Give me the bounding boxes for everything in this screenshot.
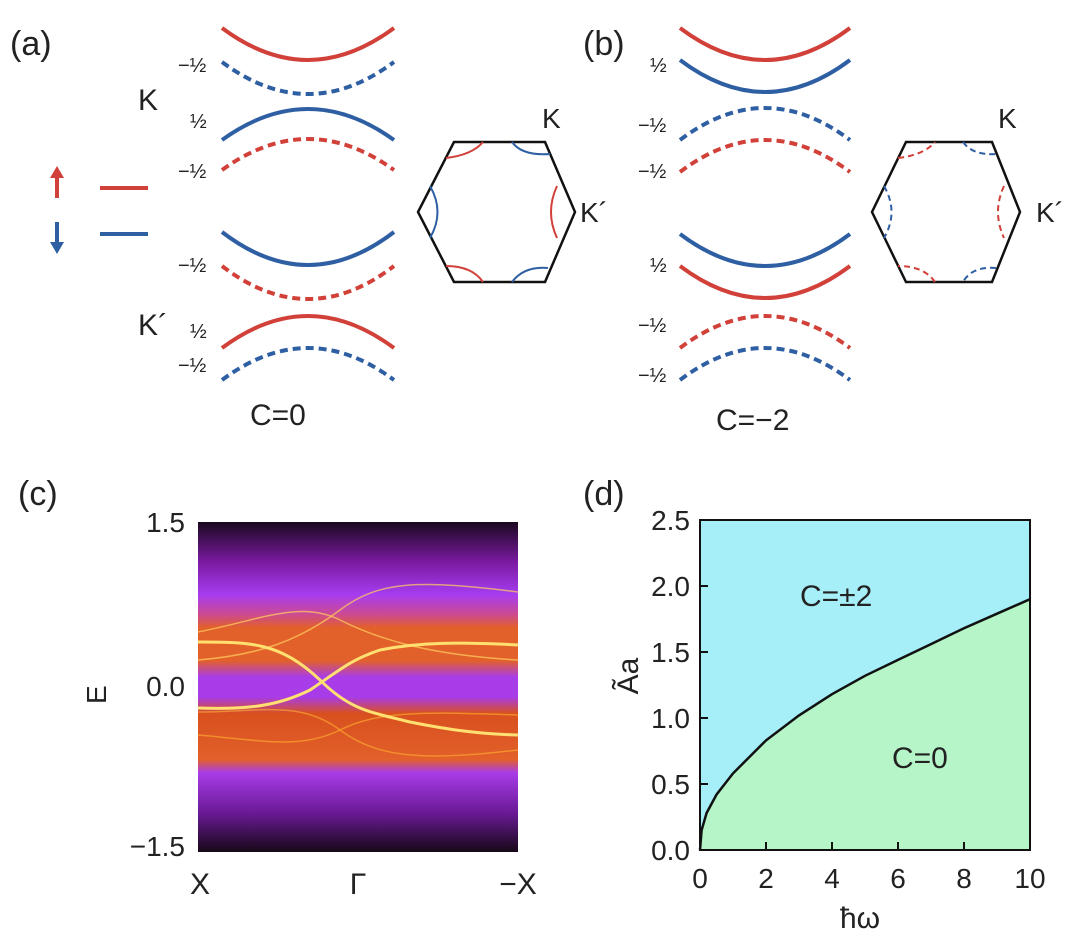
arrow-up-icon bbox=[50, 166, 64, 198]
x-tick-label: 0 bbox=[692, 863, 708, 894]
spin-label: −½ bbox=[178, 355, 207, 377]
band-curve bbox=[220, 230, 396, 267]
band-curve bbox=[678, 346, 852, 382]
c-ytick: 1.5 bbox=[146, 507, 185, 538]
panel-d: (d) 0 2 4 6 8 10 0.0 0.5 1.0 1.5 2.0 2.5 C=±2 C=0 ħ… bbox=[583, 475, 1046, 935]
chern-number-a: C=0 bbox=[250, 399, 306, 432]
band-curve bbox=[678, 106, 852, 142]
c-xtick: −X bbox=[499, 868, 537, 901]
x-tick-label: 6 bbox=[890, 863, 906, 894]
c-ylabel: E bbox=[81, 685, 112, 704]
region-label-upper: C=±2 bbox=[800, 580, 872, 613]
bz-kp-label: K´ bbox=[1036, 197, 1064, 228]
y-tick-label: 2.5 bbox=[651, 505, 690, 536]
bz-kp-label: K´ bbox=[580, 197, 608, 228]
bz-k-label: K bbox=[998, 103, 1017, 134]
panel-d-label: (d) bbox=[583, 475, 625, 513]
panel-c-label: (c) bbox=[18, 475, 58, 513]
band-curve bbox=[220, 60, 396, 96]
d-ylabel: Ãa bbox=[611, 657, 645, 694]
x-tick-label: 2 bbox=[758, 863, 774, 894]
band-curve bbox=[678, 58, 852, 94]
bz-k-label: K bbox=[542, 103, 561, 134]
band-curve bbox=[197, 610, 519, 661]
spin-label: −½ bbox=[638, 161, 667, 183]
brillouin-zone-b bbox=[870, 140, 1022, 284]
spin-label: −½ bbox=[638, 315, 667, 337]
panel-a-label: (a) bbox=[10, 25, 52, 63]
spin-label: ½ bbox=[190, 111, 207, 133]
y-tick-label: 0.0 bbox=[651, 835, 690, 866]
region-label-lower: C=0 bbox=[892, 742, 948, 775]
valley-k-label: K bbox=[138, 84, 158, 117]
y-tick-label: 0.5 bbox=[651, 769, 690, 800]
panel-b-label: (b) bbox=[583, 25, 625, 63]
band-curve bbox=[678, 138, 852, 174]
band-curve bbox=[678, 232, 852, 268]
valley-kp-label: K´ bbox=[138, 309, 168, 342]
y-tick-label: 1.5 bbox=[651, 637, 690, 668]
region-lower-fill bbox=[700, 599, 1030, 850]
panel-b: (b) ½ −½ −½ ½ −½ −½ C=−2 K K´ bbox=[583, 25, 1064, 437]
spin-label: ½ bbox=[650, 55, 667, 77]
band-curve bbox=[220, 107, 396, 142]
spin-label: −½ bbox=[178, 255, 207, 277]
band-curve bbox=[220, 264, 396, 301]
band-curve bbox=[678, 264, 852, 300]
band-curve bbox=[220, 314, 396, 350]
c-xtick: Γ bbox=[350, 868, 367, 901]
spin-label: ½ bbox=[650, 255, 667, 277]
spectral-map bbox=[198, 522, 518, 852]
edge-state-curve bbox=[197, 641, 519, 710]
edge-state-curve bbox=[197, 640, 519, 737]
band-curve bbox=[220, 26, 396, 62]
c-xtick: X bbox=[190, 868, 210, 901]
band-curve bbox=[220, 137, 396, 172]
band-curve bbox=[197, 712, 519, 743]
spin-label: ½ bbox=[190, 321, 207, 343]
y-tick-label: 2.0 bbox=[651, 571, 690, 602]
x-tick-label: 4 bbox=[824, 863, 840, 894]
spin-label: −½ bbox=[638, 115, 667, 137]
chern-number-b: C=−2 bbox=[716, 404, 789, 437]
panel-a: (a) K K´ −½ ½ −½ −½ ½ −½ C=0 bbox=[10, 25, 608, 432]
y-tick-label: 1.0 bbox=[651, 703, 690, 734]
arrow-down-icon bbox=[50, 222, 64, 254]
c-ytick: −1.5 bbox=[130, 831, 185, 862]
x-tick-label: 8 bbox=[956, 863, 972, 894]
plot-frame bbox=[699, 519, 1031, 851]
spin-label: −½ bbox=[178, 161, 207, 183]
band-curve bbox=[678, 314, 852, 350]
x-tick-label: 10 bbox=[1014, 863, 1045, 894]
band-curve bbox=[197, 583, 519, 661]
spin-label: −½ bbox=[638, 365, 667, 387]
c-ytick: 0.0 bbox=[146, 671, 185, 702]
phase-boundary-line bbox=[698, 598, 1031, 851]
phase-diagram: 0 2 4 6 8 10 0.0 0.5 1.0 1.5 2.0 2.5 bbox=[651, 505, 1046, 894]
panel-c: (c) E 1.5 0.0 −1.5 X Γ −X bbox=[18, 475, 537, 901]
d-xlabel: ħω bbox=[840, 902, 880, 935]
brillouin-zone-a bbox=[416, 140, 577, 284]
band-curve bbox=[220, 346, 396, 382]
spin-label: −½ bbox=[178, 55, 207, 77]
band-curve bbox=[678, 26, 852, 62]
